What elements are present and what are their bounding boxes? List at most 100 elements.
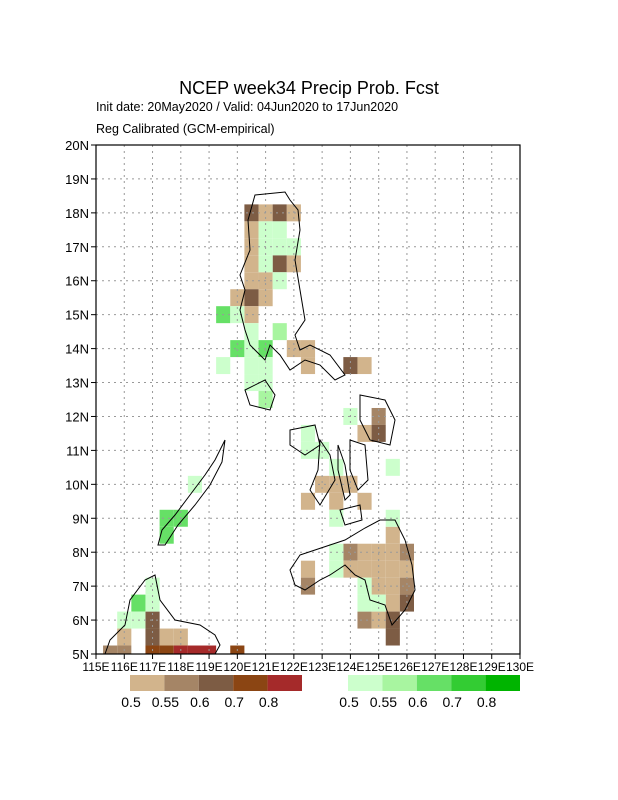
colorbar-box bbox=[416, 675, 452, 691]
prob-cell bbox=[286, 340, 301, 358]
prob-cell bbox=[329, 492, 344, 510]
coastline bbox=[157, 439, 226, 546]
prob-cell bbox=[258, 255, 273, 273]
x-tick-label: 121E bbox=[252, 660, 280, 674]
y-tick-label: 11N bbox=[66, 443, 89, 458]
prob-cell bbox=[272, 272, 287, 290]
colorbar-box bbox=[198, 675, 234, 691]
colorbar-box bbox=[130, 675, 165, 691]
colorbar-label: 0.8 bbox=[259, 694, 279, 710]
coastline bbox=[309, 438, 336, 506]
x-tick-label: 128E bbox=[449, 660, 477, 674]
coastline bbox=[289, 519, 416, 626]
y-tick-label: 7N bbox=[72, 579, 89, 594]
colorbar-label: 0.7 bbox=[224, 694, 244, 710]
colorbar-label: 0.7 bbox=[442, 694, 462, 710]
prob-cell bbox=[244, 289, 259, 307]
prob-cell bbox=[159, 645, 174, 654]
prob-cell bbox=[357, 543, 372, 561]
prob-cell bbox=[244, 238, 259, 256]
prob-cell bbox=[244, 323, 259, 341]
y-tick-label: 9N bbox=[72, 511, 89, 526]
cell-layer bbox=[103, 204, 414, 654]
x-tick-label: 129E bbox=[478, 660, 506, 674]
prob-cell bbox=[300, 424, 316, 442]
prob-cell bbox=[272, 255, 287, 273]
coastline bbox=[359, 394, 396, 446]
colorbar-label: 0.6 bbox=[190, 694, 210, 710]
prob-cell bbox=[286, 255, 301, 273]
x-tick-label: 126E bbox=[393, 660, 421, 674]
colorbars: 0.5 0.55 0.6 0.7 0.8 0.5 0.55 0.6 0.7 0.8 bbox=[121, 675, 520, 710]
y-tick-label: 14N bbox=[65, 342, 89, 357]
x-tick-label: 117E bbox=[139, 660, 166, 674]
y-tick-label: 15N bbox=[65, 308, 89, 323]
prob-cell bbox=[357, 357, 372, 375]
coastline bbox=[289, 424, 321, 456]
x-tick-label: 119E bbox=[195, 660, 222, 674]
y-tick-label: 6N bbox=[72, 613, 89, 628]
prob-cell bbox=[230, 289, 245, 307]
y-tick-label: 20N bbox=[65, 138, 89, 153]
x-tick-label: 116E bbox=[111, 660, 138, 674]
prob-cell bbox=[399, 543, 414, 561]
prob-cell bbox=[357, 492, 372, 510]
coastline bbox=[244, 379, 276, 411]
prob-cell bbox=[145, 594, 160, 612]
x-tick-label: 118E bbox=[167, 660, 194, 674]
prob-cell bbox=[103, 645, 118, 654]
prob-cell bbox=[371, 560, 386, 578]
prob-cell bbox=[385, 560, 400, 578]
x-tick-label: 120E bbox=[223, 660, 251, 674]
coastline bbox=[339, 504, 363, 526]
colorbar-label: 0.5 bbox=[339, 694, 359, 710]
prob-cell bbox=[244, 306, 259, 324]
x-tick-label: 122E bbox=[280, 660, 308, 674]
prob-cell bbox=[399, 577, 414, 595]
y-tick-label: 19N bbox=[65, 172, 89, 187]
y-tick-label: 13N bbox=[65, 376, 89, 391]
prob-cell bbox=[357, 424, 372, 442]
prob-cell bbox=[244, 374, 259, 392]
prob-cell bbox=[216, 357, 231, 375]
y-tick-label: 17N bbox=[65, 240, 89, 255]
prob-cell bbox=[244, 221, 259, 239]
colorbar-box bbox=[382, 675, 417, 691]
prob-cell bbox=[385, 628, 400, 646]
prob-cell bbox=[272, 204, 287, 222]
coastlines bbox=[104, 191, 416, 654]
subtitle: Reg Calibrated (GCM-empirical) bbox=[96, 122, 275, 136]
prob-cell bbox=[385, 526, 400, 544]
y-tick-label: 12N bbox=[65, 409, 89, 424]
y-tick-label: 8N bbox=[72, 545, 89, 560]
x-tick-label: 115E bbox=[82, 660, 109, 674]
prob-cell bbox=[272, 323, 287, 341]
coastline bbox=[337, 444, 351, 501]
prob-cell bbox=[244, 204, 259, 222]
y-tick-label: 5N bbox=[72, 647, 89, 662]
prob-cell bbox=[159, 509, 174, 527]
prob-cell bbox=[385, 594, 400, 612]
prob-cell bbox=[329, 458, 344, 476]
plot-frame bbox=[95, 144, 521, 655]
colorbar-box bbox=[348, 675, 383, 691]
title: NCEP week34 Precip Prob. Fcst bbox=[179, 78, 439, 98]
prob-cell bbox=[187, 645, 202, 654]
prob-cell bbox=[159, 526, 174, 544]
prob-cell bbox=[343, 357, 358, 375]
colorbar-box bbox=[164, 675, 199, 691]
colorbar-box bbox=[233, 675, 268, 691]
x-tick-label: 130E bbox=[506, 660, 534, 674]
colorbar-label: 0.6 bbox=[408, 694, 428, 710]
y-tick-label: 10N bbox=[65, 477, 89, 492]
prob-cell bbox=[258, 391, 273, 408]
colorbar-label: 0.5 bbox=[121, 694, 141, 710]
prob-cell bbox=[272, 238, 287, 256]
coastline bbox=[239, 191, 346, 381]
x-tick-label: 123E bbox=[308, 660, 336, 674]
y-tick-label: 18N bbox=[65, 206, 89, 221]
prob-cell bbox=[385, 458, 400, 476]
prob-cell bbox=[244, 340, 259, 358]
coastline bbox=[104, 574, 221, 654]
